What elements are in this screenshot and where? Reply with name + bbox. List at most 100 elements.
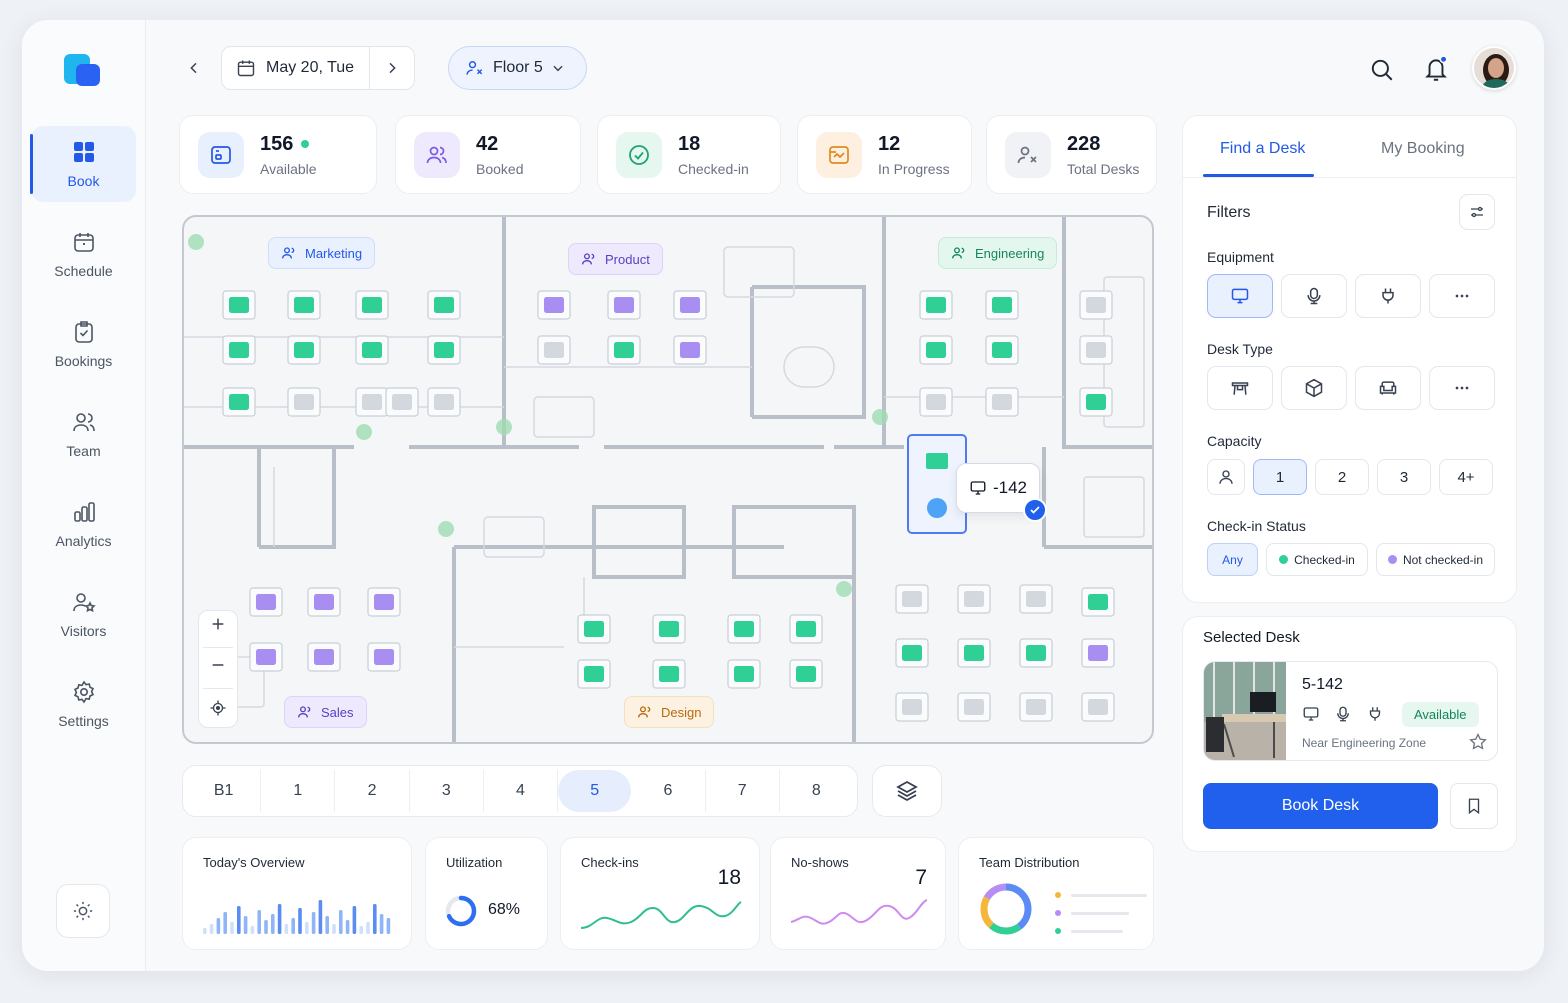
- desk[interactable]: [1088, 594, 1108, 610]
- floor-tab-4[interactable]: 4: [484, 770, 559, 812]
- desk[interactable]: [1026, 645, 1046, 661]
- zone-product[interactable]: Product: [568, 243, 663, 275]
- desk[interactable]: [1086, 342, 1106, 358]
- floor-tab-1[interactable]: 1: [261, 770, 336, 812]
- equipment-more-option[interactable]: [1429, 274, 1495, 318]
- next-date-button[interactable]: [370, 47, 414, 89]
- desk[interactable]: [926, 453, 948, 469]
- zone-sales[interactable]: Sales: [284, 696, 367, 728]
- star-icon[interactable]: [1468, 732, 1488, 752]
- desk[interactable]: [614, 342, 634, 358]
- date-display[interactable]: May 20, Tue: [222, 47, 370, 89]
- sidebar-item-schedule[interactable]: Schedule: [31, 216, 136, 292]
- desk[interactable]: [926, 394, 946, 410]
- desk[interactable]: [229, 297, 249, 313]
- desk[interactable]: [374, 594, 394, 610]
- selected-desk[interactable]: [927, 498, 947, 518]
- desk[interactable]: [902, 645, 922, 661]
- desk[interactable]: [926, 297, 946, 313]
- floor-tab-5[interactable]: 5: [558, 770, 632, 812]
- zoom-in-button[interactable]: [210, 616, 226, 637]
- selected-desk-card[interactable]: 5-142 Available Near Engineering Zone: [1203, 661, 1498, 761]
- desk[interactable]: [680, 342, 700, 358]
- desk[interactable]: [902, 591, 922, 607]
- date-picker[interactable]: May 20, Tue: [221, 46, 415, 90]
- desk[interactable]: [659, 666, 679, 682]
- desk[interactable]: [256, 594, 276, 610]
- desk[interactable]: [434, 342, 454, 358]
- desk[interactable]: [1088, 645, 1108, 661]
- desk[interactable]: [1088, 699, 1108, 715]
- desk[interactable]: [362, 297, 382, 313]
- sidebar-item-bookings[interactable]: Bookings: [31, 306, 136, 382]
- status-any-chip[interactable]: Any: [1207, 543, 1258, 576]
- desk[interactable]: [374, 649, 394, 665]
- tab-my-booking[interactable]: My Booking: [1381, 140, 1465, 157]
- desk[interactable]: [1086, 394, 1106, 410]
- avatar[interactable]: [1472, 46, 1516, 90]
- desk[interactable]: [1026, 591, 1046, 607]
- notifications-button[interactable]: [1420, 52, 1452, 86]
- prev-date-button[interactable]: [180, 54, 208, 82]
- zone-engineering[interactable]: Engineering: [938, 237, 1058, 269]
- desk[interactable]: [229, 394, 249, 410]
- zoom-out-button[interactable]: [210, 657, 226, 678]
- desk[interactable]: [734, 666, 754, 682]
- desk[interactable]: [584, 666, 604, 682]
- desk[interactable]: [964, 699, 984, 715]
- tab-find-a-desk[interactable]: Find a Desk: [1220, 140, 1306, 157]
- floor-tab-8[interactable]: 8: [811, 782, 821, 799]
- desk[interactable]: [964, 591, 984, 607]
- desk-type-pod-option[interactable]: [1281, 366, 1347, 410]
- equipment-monitor-option[interactable]: [1207, 274, 1273, 318]
- desk[interactable]: [796, 621, 816, 637]
- theme-toggle-button[interactable]: [56, 884, 110, 938]
- sidebar-item-settings[interactable]: Settings: [31, 666, 136, 742]
- desk-type-lounge-option[interactable]: [1355, 366, 1421, 410]
- book-desk-button[interactable]: Book Desk: [1203, 783, 1438, 829]
- floor-tab-7[interactable]: 7: [706, 770, 780, 812]
- desk-type-more-option[interactable]: [1429, 366, 1495, 410]
- desk[interactable]: [680, 297, 700, 313]
- sidebar-item-team[interactable]: Team: [31, 396, 136, 472]
- floor-tab-2[interactable]: 2: [335, 770, 410, 812]
- desk[interactable]: [659, 621, 679, 637]
- floor-tab-b1[interactable]: B1: [187, 770, 262, 812]
- desk[interactable]: [964, 645, 984, 661]
- status-checked-in-chip[interactable]: Checked-in: [1266, 543, 1368, 576]
- status-not-checked-in-chip[interactable]: Not checked-in: [1376, 543, 1495, 576]
- desk[interactable]: [314, 594, 334, 610]
- capacity-option-1[interactable]: 1: [1253, 459, 1307, 495]
- desk[interactable]: [314, 649, 334, 665]
- desk[interactable]: [362, 394, 382, 410]
- desk[interactable]: [434, 297, 454, 313]
- capacity-option-4-plus[interactable]: 4+: [1439, 459, 1493, 495]
- desk[interactable]: [796, 666, 816, 682]
- equipment-microphone-option[interactable]: [1281, 274, 1347, 318]
- desk[interactable]: [992, 297, 1012, 313]
- floor-tab-3[interactable]: 3: [410, 770, 484, 812]
- layers-button[interactable]: [872, 765, 942, 817]
- desk[interactable]: [434, 394, 454, 410]
- desk[interactable]: [544, 342, 564, 358]
- zone-design[interactable]: Design: [624, 696, 715, 728]
- desk-type-standing-option[interactable]: [1207, 366, 1273, 410]
- capacity-option-2[interactable]: 2: [1315, 459, 1369, 495]
- filter-settings-button[interactable]: [1459, 194, 1495, 230]
- capacity-option-3[interactable]: 3: [1377, 459, 1431, 495]
- desk[interactable]: [544, 297, 564, 313]
- sidebar-item-analytics[interactable]: Analytics: [31, 486, 136, 562]
- floor-tab-6[interactable]: 6: [631, 770, 706, 812]
- zone-marketing[interactable]: Marketing: [268, 237, 376, 269]
- desk[interactable]: [294, 342, 314, 358]
- desk[interactable]: [926, 342, 946, 358]
- desk[interactable]: [902, 699, 922, 715]
- sidebar-item-book[interactable]: Book: [30, 126, 136, 202]
- desk[interactable]: [614, 297, 634, 313]
- desk[interactable]: [992, 394, 1012, 410]
- desk[interactable]: [1086, 297, 1106, 313]
- desk[interactable]: [392, 394, 412, 410]
- desk[interactable]: [992, 342, 1012, 358]
- desk[interactable]: [294, 394, 314, 410]
- desk-tooltip[interactable]: -142: [956, 463, 1047, 522]
